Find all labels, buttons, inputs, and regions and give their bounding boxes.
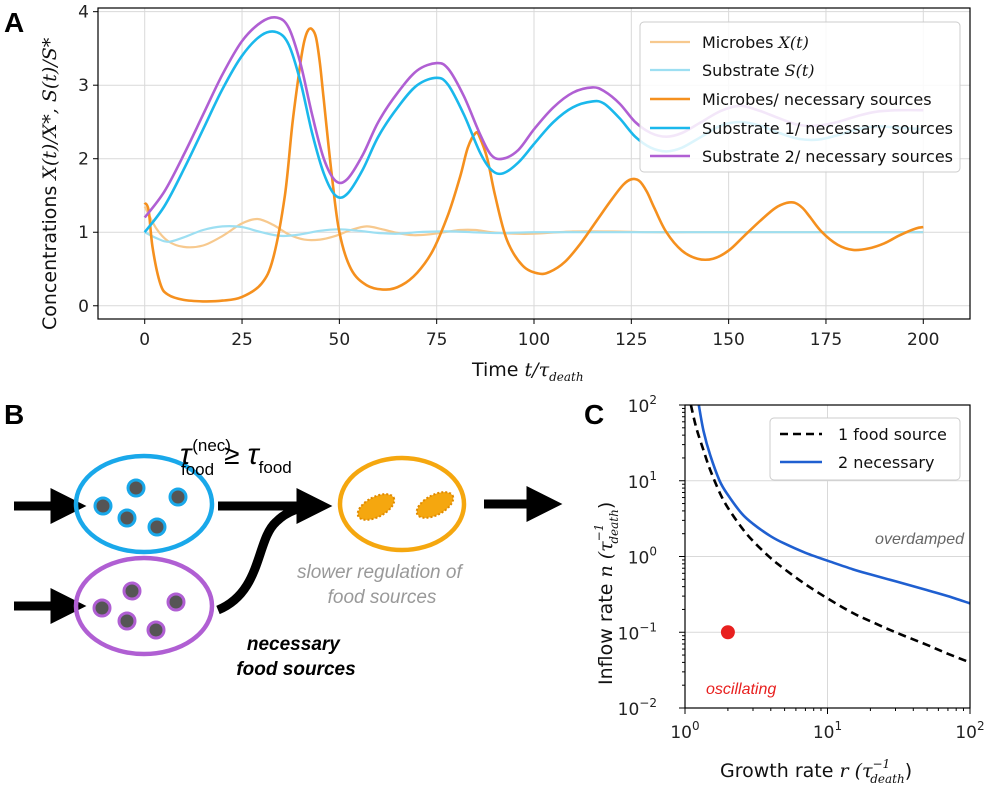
tick-label-y-0: 0 bbox=[78, 297, 89, 317]
tick-label-y-1: 1 bbox=[78, 223, 89, 243]
chart-c: 100 101 102 10−2 10−1 100 101 102 1 food source… bbox=[592, 393, 985, 785]
tick-label-y-c-2: 100 bbox=[628, 545, 657, 569]
legend-label-substrate2: Substrate 2/ necessary sources bbox=[702, 147, 953, 166]
panel-letter-b: B bbox=[4, 399, 24, 430]
microbes-cells bbox=[356, 491, 455, 521]
chart-c-xlabel: Growth rate r (τ−1 death) bbox=[720, 757, 912, 785]
chart-a-xlabel: Time t/τdeath bbox=[471, 359, 584, 384]
chart-c-legend: 1 food source 2 necessary bbox=[769, 417, 961, 481]
tick-label-x-5: 125 bbox=[615, 330, 647, 350]
chart-c-legend-box bbox=[769, 417, 961, 481]
legend-label-substrate: Substrate S(t) bbox=[702, 61, 815, 80]
series-line-a-1 bbox=[144, 225, 924, 243]
oscillating-label: oscillating bbox=[706, 681, 776, 698]
data-point-c-0 bbox=[720, 625, 735, 640]
tau-inequality: τ(nec) food ≥ τfood bbox=[180, 436, 292, 479]
tick-label-x-c-1: 101 bbox=[813, 719, 842, 743]
chart-c-series bbox=[689, 405, 970, 664]
tick-label-x-6: 150 bbox=[712, 330, 744, 350]
chart-a-legend: Microbes X(t) Substrate S(t) Microbes/ n… bbox=[639, 21, 961, 173]
schematic-b: τ(nec) food ≥ τfood slower regulation of fo… bbox=[14, 436, 563, 680]
tick-label-y-4: 4 bbox=[78, 3, 89, 23]
tick-label-y-c-1: 10−1 bbox=[618, 620, 657, 644]
microbe-cell-2 bbox=[415, 491, 455, 519]
legend-label-one-food: 1 food source bbox=[838, 425, 947, 444]
tick-label-x-1: 25 bbox=[231, 330, 253, 350]
chart-c-ticks: 100 101 102 10−2 10−1 100 101 102 bbox=[618, 393, 985, 743]
tick-label-x-4: 100 bbox=[518, 330, 550, 350]
overdamped-label: overdamped bbox=[875, 531, 965, 548]
food-particles-blue bbox=[93, 478, 188, 537]
chart-a-ylabel: Concentrations X(t)/X*, S(t)/S* bbox=[39, 37, 61, 330]
necessary-sources-label: necessary food sources bbox=[236, 634, 355, 680]
chart-c-ylabel: Inflow rate n (τ−1death) bbox=[592, 502, 621, 685]
legend-label-two-necessary: 2 necessary bbox=[838, 453, 934, 472]
tick-label-x-0: 0 bbox=[139, 330, 150, 350]
tick-label-x-3: 75 bbox=[426, 330, 448, 350]
food-particles-purple bbox=[92, 581, 186, 640]
legend-label-microbes-necessary: Microbes/ necessary sources bbox=[702, 90, 932, 109]
panel-letter-a: A bbox=[4, 7, 24, 38]
legend-label-substrate1: Substrate 1/ necessary sources bbox=[702, 119, 953, 138]
chart-a: 0 25 50 75 100 125 150 175 200 0 1 2 3 4 Microbes X(t… bbox=[39, 3, 971, 384]
tick-label-x-7: 175 bbox=[810, 330, 842, 350]
tick-label-y-2: 2 bbox=[78, 150, 89, 170]
tick-label-x-c-2: 102 bbox=[955, 719, 984, 743]
food-source-purple bbox=[73, 555, 215, 657]
microbe-cell-1 bbox=[356, 493, 396, 521]
chart-a-ticks: 0 25 50 75 100 125 150 175 200 0 1 2 3 4 bbox=[78, 3, 939, 350]
merge-arrow-bottom bbox=[216, 501, 319, 615]
tick-label-x-2: 50 bbox=[329, 330, 351, 350]
series-line-c-0 bbox=[689, 405, 970, 664]
microbe-container bbox=[337, 455, 467, 553]
series-line-a-2 bbox=[143, 27, 924, 303]
legend-box bbox=[639, 21, 961, 173]
tick-label-x-c-0: 100 bbox=[670, 719, 699, 743]
tick-label-y-c-0: 10−2 bbox=[618, 696, 657, 720]
tick-label-y-c-4: 102 bbox=[628, 393, 657, 417]
panel-letter-c: C bbox=[584, 399, 604, 430]
food-source-blue bbox=[73, 453, 215, 555]
slower-regulation-label: slower regulation of food sources bbox=[297, 562, 467, 608]
tick-label-y-c-3: 101 bbox=[628, 469, 657, 493]
legend-label-microbes: Microbes X(t) bbox=[702, 33, 809, 52]
tick-label-x-8: 200 bbox=[907, 330, 939, 350]
tick-label-y-3: 3 bbox=[78, 76, 89, 96]
series-line-c-1 bbox=[697, 405, 970, 605]
